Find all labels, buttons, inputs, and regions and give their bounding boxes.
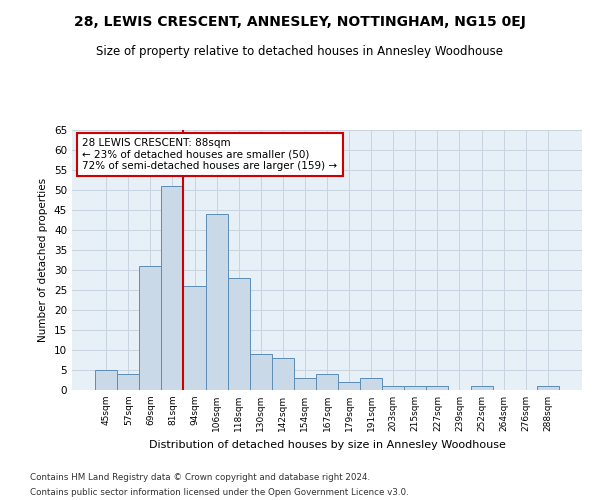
Bar	[382, 386, 404, 390]
Text: 28, LEWIS CRESCENT, ANNESLEY, NOTTINGHAM, NG15 0EJ: 28, LEWIS CRESCENT, ANNESLEY, NOTTINGHAM…	[74, 15, 526, 29]
Bar	[250, 354, 272, 390]
Bar	[139, 266, 161, 390]
X-axis label: Distribution of detached houses by size in Annesley Woodhouse: Distribution of detached houses by size …	[149, 440, 505, 450]
Bar	[95, 370, 117, 390]
Bar	[117, 374, 139, 390]
Bar	[272, 358, 294, 390]
Bar	[316, 374, 338, 390]
Y-axis label: Number of detached properties: Number of detached properties	[38, 178, 49, 342]
Bar	[427, 386, 448, 390]
Bar	[206, 214, 227, 390]
Bar	[537, 386, 559, 390]
Bar	[470, 386, 493, 390]
Bar	[338, 382, 360, 390]
Bar	[161, 186, 184, 390]
Bar	[294, 378, 316, 390]
Bar	[404, 386, 427, 390]
Text: Contains public sector information licensed under the Open Government Licence v3: Contains public sector information licen…	[30, 488, 409, 497]
Bar	[227, 278, 250, 390]
Text: 28 LEWIS CRESCENT: 88sqm
← 23% of detached houses are smaller (50)
72% of semi-d: 28 LEWIS CRESCENT: 88sqm ← 23% of detach…	[82, 138, 337, 171]
Text: Size of property relative to detached houses in Annesley Woodhouse: Size of property relative to detached ho…	[97, 45, 503, 58]
Bar	[184, 286, 206, 390]
Bar	[360, 378, 382, 390]
Text: Contains HM Land Registry data © Crown copyright and database right 2024.: Contains HM Land Registry data © Crown c…	[30, 473, 370, 482]
